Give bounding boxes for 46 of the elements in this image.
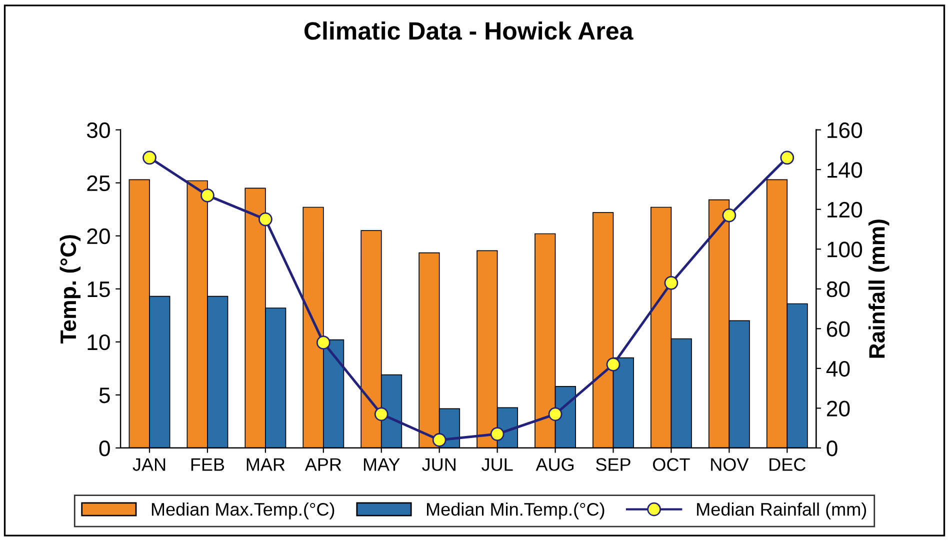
point	[722, 208, 736, 222]
y-tick-label: 30	[86, 122, 110, 138]
point	[606, 358, 620, 372]
point	[200, 188, 214, 202]
y2-tick-label: 140	[828, 162, 862, 178]
y-tick-label: 15	[88, 282, 110, 298]
legend-label: Median Min.Temp.(°C)	[427, 502, 604, 520]
y2-tick-label: 20	[826, 400, 850, 416]
point	[664, 276, 678, 290]
point	[316, 336, 330, 350]
y-axis-title: Temp. (°C)	[60, 235, 81, 344]
y-tick-label: 25	[87, 175, 110, 192]
x-tick-label: NOV	[711, 458, 749, 471]
point	[142, 150, 156, 165]
x-tick-label: FEB	[191, 458, 224, 471]
y2-tick-label: 80	[826, 281, 850, 298]
x-tick-label: AUG	[536, 458, 574, 471]
point	[490, 427, 504, 441]
y-tick-label: 10	[88, 334, 110, 350]
y2-axis-title: Rainfall (mm)	[868, 220, 890, 358]
y2-tick-label: 60	[826, 321, 850, 337]
y-tick-label: 20	[87, 228, 110, 244]
y-tick-label: 5	[99, 388, 110, 404]
x-tick-label: MAY	[364, 458, 400, 471]
point	[548, 407, 562, 422]
point	[374, 407, 388, 422]
y-tick-label: 0	[99, 440, 110, 456]
x-tick-label: MAR	[246, 458, 285, 471]
y2-tick-label: 0	[826, 440, 838, 456]
x-tick-label: DEC	[770, 458, 806, 471]
point	[780, 150, 794, 165]
x-tick-label: JAN	[132, 458, 166, 471]
y2-tick-label: 40	[826, 360, 850, 377]
legend-label: Median Rainfall (mm)	[697, 502, 866, 520]
y2-tick-label: 100	[828, 242, 862, 258]
x-tick-label: JUL	[482, 458, 513, 471]
y2-tick-label: 120	[828, 202, 862, 218]
x-tick-label: OCT	[653, 458, 690, 471]
x-tick-label: APR	[304, 458, 342, 471]
x-tick-label: JUN	[422, 458, 456, 471]
x-tick-label: SEP	[596, 458, 630, 471]
point	[258, 212, 272, 226]
y2-tick-label: 160	[828, 122, 862, 138]
chart-title: Climatic Data - Howick Area	[304, 21, 634, 40]
legend-label: Median Max.Temp.(°C)	[152, 502, 334, 520]
point	[432, 433, 446, 447]
